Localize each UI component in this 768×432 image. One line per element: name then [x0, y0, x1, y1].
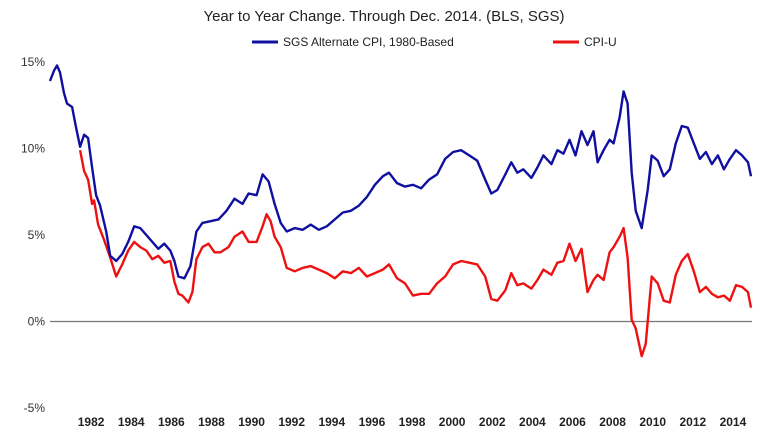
series-layer	[48, 64, 753, 358]
x-tick-label: 2000	[439, 415, 466, 429]
x-tick-label: 1988	[198, 415, 225, 429]
legend-label-sgs: SGS Alternate CPI, 1980-Based	[283, 35, 454, 49]
x-tick-label: 2008	[599, 415, 626, 429]
series-line-sgs	[48, 64, 753, 280]
legend: SGS Alternate CPI, 1980-Based CPI-U	[252, 35, 617, 49]
x-tick-label: 1984	[118, 415, 145, 429]
x-tick-label: 2010	[639, 415, 666, 429]
y-tick-label: -5%	[24, 401, 46, 415]
x-tick-label: 1996	[359, 415, 386, 429]
y-tick-label: 5%	[28, 228, 46, 242]
x-tick-label: 2006	[559, 415, 586, 429]
y-tick-label: 10%	[21, 142, 45, 156]
y-tick-label: 15%	[21, 55, 45, 69]
series-line-cpiu	[78, 149, 753, 358]
x-tick-label: 1990	[238, 415, 265, 429]
y-tick-label: 0%	[28, 315, 46, 329]
x-tick-label: 1992	[278, 415, 305, 429]
x-tick-label: 2012	[679, 415, 706, 429]
x-tick-label: 1986	[158, 415, 185, 429]
x-tick-label: 1994	[318, 415, 345, 429]
x-tick-label: 2014	[720, 415, 747, 429]
x-tick-label: 2002	[479, 415, 506, 429]
chart-title: Year to Year Change. Through Dec. 2014. …	[203, 8, 564, 25]
x-tick-label: 1998	[399, 415, 426, 429]
x-axis: 1982 1984 1986 1988 1990 1992 1994 1996 1998 2000…	[78, 415, 747, 429]
legend-label-cpiu: CPI-U	[584, 35, 617, 49]
x-tick-label: 2004	[519, 415, 546, 429]
y-axis: -5% 0% 5% 10% 15%	[21, 55, 45, 415]
x-tick-label: 1982	[78, 415, 105, 429]
